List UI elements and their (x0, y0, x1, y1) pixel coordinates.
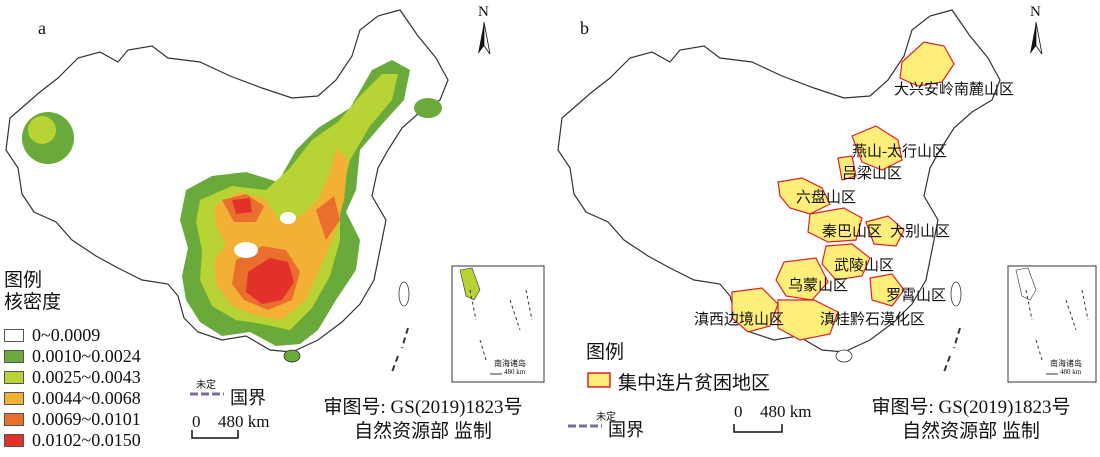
legend-label: 集中连片贫困地区 (618, 373, 771, 394)
scale-zero: 0 (192, 412, 201, 431)
inset-coastline (459, 267, 481, 301)
region-label: 大兴安岭南麓山区 (894, 82, 1015, 98)
legend-title: 图例 (4, 270, 43, 291)
legend-item: 0.0044~0.0068 (4, 388, 141, 408)
region-label: 滇西边境山区 (694, 312, 785, 328)
legend-swatch (4, 412, 24, 426)
inset-label: 南海诸岛 (1050, 359, 1082, 368)
approval-supervisor: 自然资源部 监制 (902, 421, 1040, 442)
legend-label: 0.0069~0.0101 (32, 408, 141, 429)
density-class-1 (280, 212, 296, 224)
legend-subtitle: 核密度 (4, 292, 62, 313)
legend-item: 0.0102~0.0150 (4, 430, 141, 450)
inset-coastline (1015, 267, 1037, 301)
panel-letter: a (38, 18, 46, 38)
north-arrow-icon (478, 21, 491, 55)
hainan-island (835, 349, 853, 363)
taiwan-island (398, 281, 410, 307)
panel-a-kernel-density-map: a N 图例 核密度 0~0.0009 0.0010~0.0024 0.0025… (0, 0, 548, 457)
legend-swatch (4, 370, 24, 384)
region-daxinganling (899, 41, 955, 87)
legend-swatch (587, 372, 611, 388)
region-lvliang (837, 155, 857, 181)
region-label: 六盘山区 (796, 190, 857, 206)
hainan-island (283, 349, 301, 363)
scale-bar (733, 424, 783, 433)
region-wuling (821, 243, 871, 281)
legend-swatch (4, 391, 24, 405)
kernel-density-map (5, 9, 545, 439)
legend-swatch (4, 433, 24, 447)
region-dabie (865, 215, 905, 247)
panel-b-poverty-areas-map: b N 大兴安岭南麓山区 燕山-太行山区 吕梁山区 六盘山区 秦巴山区 大别山区… (552, 0, 1100, 457)
inset-scale-label: 480 km (504, 368, 526, 376)
density-class-1 (234, 242, 258, 258)
approval-number: 审图号: GS(2019)1823号 (323, 397, 523, 418)
legend-item: 0.0069~0.0101 (4, 409, 141, 429)
legend-label: 0.0010~0.0024 (32, 345, 141, 366)
legend-label: 0.0102~0.0150 (32, 429, 141, 450)
north-label: N (478, 4, 489, 20)
region-label: 秦巴山区 (822, 224, 883, 240)
legend-swatch (4, 349, 24, 363)
undetermined-label: 未定 (596, 412, 616, 423)
region-dianxi (731, 287, 779, 333)
taiwan-island (950, 281, 962, 307)
region-label: 罗霄山区 (886, 288, 947, 304)
density-class-3 (28, 116, 56, 144)
scale-distance: 480 km (218, 412, 270, 431)
poverty-regions (731, 41, 955, 341)
panel-letter: b (580, 18, 589, 38)
national-border-label: 国界 (230, 388, 266, 408)
region-label: 滇桂黔石漠化区 (820, 312, 926, 328)
undetermined-label: 未定 (196, 380, 216, 391)
legend-item: 0~0.0009 (4, 325, 100, 345)
region-qinba (807, 207, 863, 243)
legend-swatch (4, 328, 24, 342)
region-label: 大别山区 (890, 224, 951, 240)
undetermined-boundary (943, 327, 961, 373)
region-liupan (777, 177, 831, 215)
region-yanshan-taihang (851, 125, 903, 171)
region-luoxiao (869, 273, 905, 307)
north-arrow-icon (1030, 21, 1043, 55)
approval-supervisor: 自然资源部 监制 (354, 421, 492, 442)
legend-label: 0.0044~0.0068 (32, 387, 141, 408)
undetermined-boundary (391, 327, 409, 373)
region-label: 乌蒙山区 (788, 278, 849, 294)
legend-label: 0~0.0009 (32, 324, 101, 345)
china-outline (557, 9, 1001, 353)
density-class-2 (414, 98, 442, 118)
scale-zero: 0 (734, 402, 743, 421)
inset-label: 南海诸岛 (494, 359, 526, 368)
legend-label: 0.0025~0.0043 (32, 366, 141, 387)
legend-item: 0.0025~0.0043 (4, 367, 141, 387)
region-label: 武陵山区 (834, 258, 895, 274)
region-diangui (777, 299, 839, 341)
inset-scale-label: 480 km (1060, 368, 1082, 376)
national-border-label: 国界 (608, 420, 644, 440)
scale-bar (191, 430, 239, 439)
legend-title: 图例 (586, 342, 625, 363)
legend-item: 0.0010~0.0024 (4, 346, 141, 366)
north-label: N (1030, 4, 1041, 20)
region-label: 燕山-太行山区 (852, 144, 947, 160)
scale-distance: 480 km (760, 402, 812, 421)
region-label: 吕梁山区 (842, 166, 903, 182)
approval-number: 审图号: GS(2019)1823号 (871, 397, 1071, 418)
poverty-areas-map (557, 9, 1097, 433)
density-class-6 (232, 198, 294, 304)
